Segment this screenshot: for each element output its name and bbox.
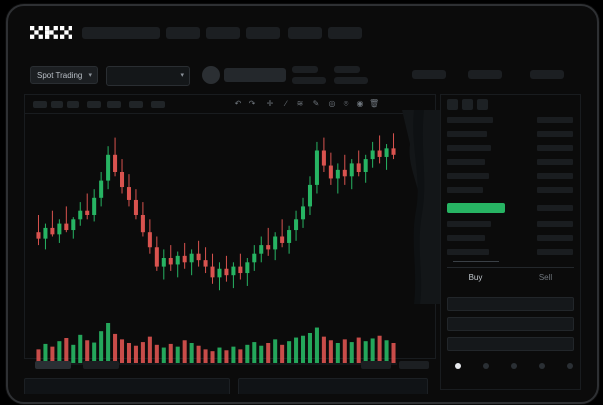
- dot-0[interactable]: [455, 363, 461, 369]
- top-navigation-bar: [16, 14, 589, 50]
- orderbook-row[interactable]: [537, 173, 573, 179]
- orderbook-row[interactable]: [447, 187, 483, 193]
- nav-item-2[interactable]: [206, 27, 240, 39]
- stat-label-0: [292, 66, 318, 73]
- orderbook-bids-icon[interactable]: [462, 99, 473, 110]
- panel-divider: [447, 267, 574, 268]
- tab-buy[interactable]: Buy: [468, 273, 483, 282]
- last-price: [224, 68, 286, 82]
- toolbar-pill-1[interactable]: [51, 101, 63, 108]
- toolbar-pill-2[interactable]: [67, 101, 79, 108]
- redo-icon[interactable]: ↷: [248, 99, 256, 108]
- dot-4[interactable]: [567, 363, 573, 369]
- dot-1[interactable]: [483, 363, 489, 369]
- orderbook-row[interactable]: [447, 221, 491, 227]
- nav-item-5[interactable]: [328, 27, 362, 39]
- eye-icon[interactable]: ◉: [356, 99, 364, 108]
- dot-2[interactable]: [511, 363, 517, 369]
- market-sub-bar: [16, 60, 589, 92]
- toolbar-pill-4[interactable]: [107, 101, 121, 108]
- orderbook-row[interactable]: [537, 235, 573, 241]
- nav-item-3[interactable]: [246, 27, 280, 39]
- chart-panel: ↶ ↷ ✛ ∕ ≋ ✎ ◎ ⌾ ◉ 🗑: [24, 94, 436, 369]
- app-screen: Spot Trading ▾ ▾: [16, 14, 589, 394]
- pagination-dots: [441, 363, 580, 373]
- stat-value-4: [530, 70, 564, 79]
- orderbook-row[interactable]: [537, 187, 573, 193]
- market-type-label: Spot Trading: [37, 71, 83, 80]
- orderbook-row[interactable]: [537, 249, 573, 255]
- orderbook-row[interactable]: [447, 159, 485, 165]
- order-amount-input[interactable]: [447, 317, 574, 331]
- footer-tab-0[interactable]: [35, 361, 71, 369]
- orderbook-row[interactable]: [537, 131, 573, 137]
- bottom-panel-right[interactable]: [238, 378, 428, 394]
- toolbar-pill-3[interactable]: [87, 101, 101, 108]
- chevron-down-icon: ▾: [88, 72, 92, 79]
- orderbook-row[interactable]: [447, 117, 493, 123]
- orderbook-row[interactable]: [537, 117, 573, 123]
- crosshair-icon[interactable]: ✛: [266, 99, 274, 108]
- orderbook-row[interactable]: [447, 145, 491, 151]
- undo-icon[interactable]: ↶: [234, 99, 242, 108]
- nav-item-1[interactable]: [166, 27, 200, 39]
- trendline-icon[interactable]: ∕: [285, 99, 287, 108]
- fib-icon[interactable]: ≋: [296, 99, 304, 108]
- order-price-input[interactable]: [447, 297, 574, 311]
- chart-toolbar: ↶ ↷ ✛ ∕ ≋ ✎ ◎ ⌾ ◉ 🗑: [25, 95, 435, 114]
- buy-sell-tabs: Buy Sell: [441, 269, 580, 287]
- magnet-icon[interactable]: ◎: [328, 99, 336, 108]
- market-type-select[interactable]: Spot Trading ▾: [30, 66, 98, 84]
- bottom-panel-left[interactable]: [24, 378, 230, 394]
- buy-tab-underline: [453, 261, 499, 262]
- footer-tab-1[interactable]: [83, 361, 119, 369]
- brush-icon[interactable]: ✎: [312, 99, 320, 108]
- candlestick-svg: [36, 133, 396, 291]
- orderbook-row[interactable]: [537, 159, 573, 165]
- dot-3[interactable]: [539, 363, 545, 369]
- orderbook-row[interactable]: [537, 145, 573, 151]
- orderbook-asks-icon[interactable]: [477, 99, 488, 110]
- order-total-input[interactable]: [447, 337, 574, 351]
- lock-icon[interactable]: ⌾: [343, 99, 349, 108]
- volume-chart: [25, 317, 435, 377]
- stat-value-2: [412, 70, 446, 79]
- orderbook-row[interactable]: [447, 249, 489, 255]
- orderbook-trade-panel: Buy Sell: [440, 94, 581, 390]
- stat-value-3: [468, 70, 502, 79]
- tablet-frame: Spot Trading ▾ ▾: [6, 4, 599, 404]
- stat-value-1: [334, 77, 368, 84]
- okx-logo[interactable]: [30, 26, 72, 40]
- orderbook-row[interactable]: [447, 235, 485, 241]
- orderbook-spread-highlight[interactable]: [447, 203, 505, 213]
- footer-tab-3[interactable]: [399, 361, 429, 369]
- footer-tab-2[interactable]: [361, 361, 391, 369]
- volume-svg: [35, 323, 397, 365]
- chart-footer: [25, 357, 435, 377]
- orderbook-row[interactable]: [537, 205, 573, 211]
- nav-item-4[interactable]: [288, 27, 322, 39]
- screen-glare-overlay: [394, 110, 442, 304]
- trading-pair-selector[interactable]: ▾: [106, 66, 190, 86]
- toolbar-pill-5[interactable]: [129, 101, 143, 108]
- candlestick-chart[interactable]: [25, 113, 435, 313]
- orderbook-row[interactable]: [447, 131, 487, 137]
- orderbook-row[interactable]: [537, 221, 573, 227]
- stat-value-0: [292, 77, 326, 84]
- orderbook-row[interactable]: [447, 173, 489, 179]
- nav-item-0[interactable]: [82, 27, 160, 39]
- chevron-down-icon: ▾: [180, 72, 184, 79]
- tab-sell[interactable]: Sell: [538, 273, 553, 282]
- orderbook-view-tabs: [447, 99, 577, 111]
- orderbook-both-icon[interactable]: [447, 99, 458, 110]
- coin-avatar: [202, 66, 220, 84]
- toolbar-pill-0[interactable]: [33, 101, 47, 108]
- toolbar-pill-6[interactable]: [151, 101, 165, 108]
- trash-icon[interactable]: 🗑: [369, 99, 380, 108]
- stat-label-1: [334, 66, 360, 73]
